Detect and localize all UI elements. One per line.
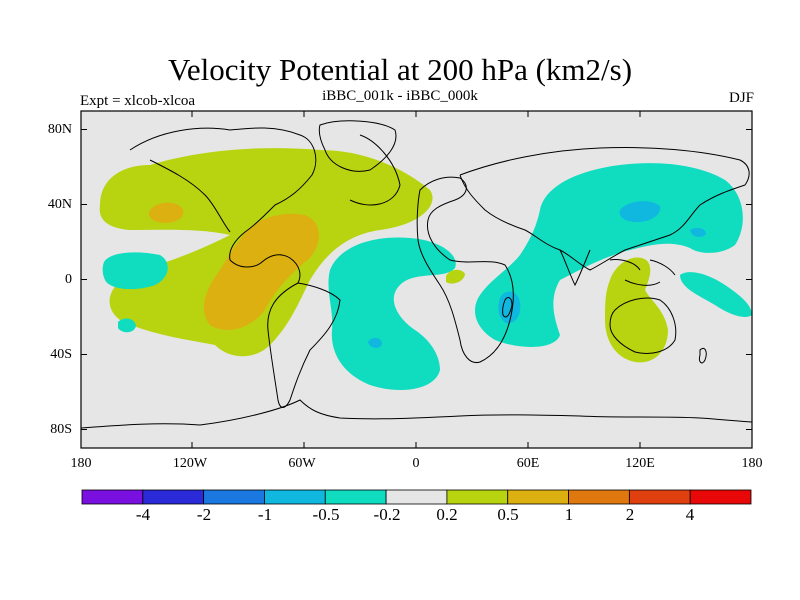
colorbar-label: -4 bbox=[135, 505, 151, 524]
colorbar-label: 0.2 bbox=[436, 505, 458, 524]
contour-negative-epacific bbox=[102, 252, 168, 290]
contour-strong-positive-npacific bbox=[148, 202, 184, 223]
contour-positive-australia bbox=[605, 257, 668, 363]
case-label: iBBC_001k - iBBC_000k bbox=[322, 88, 478, 104]
lat-tick-40n: 40N bbox=[47, 197, 72, 212]
lon-tick-60w: 60W bbox=[288, 456, 316, 471]
contour-negative-eastasia-core bbox=[619, 201, 661, 222]
colorbar-swatch bbox=[628, 489, 691, 505]
colorbar bbox=[81, 489, 752, 505]
colorbar-swatch bbox=[446, 489, 509, 505]
colorbar-swatch bbox=[264, 489, 326, 505]
contour-negative-madagascar-core bbox=[498, 291, 521, 324]
contour-strong-positive-americas bbox=[203, 213, 319, 330]
colorbar-label: 1 bbox=[564, 505, 574, 524]
season-label: DJF bbox=[728, 90, 754, 106]
contour-negative-atlantic bbox=[328, 237, 456, 390]
lon-tick-180w: 180 bbox=[70, 456, 92, 471]
coastlines bbox=[81, 120, 752, 429]
map-title: Velocity Potential at 200 hPa (km2/s) bbox=[167, 52, 633, 87]
colorbar-swatch bbox=[568, 489, 630, 505]
lon-tick-60e: 60E bbox=[516, 456, 540, 471]
colorbar-label: 4 bbox=[685, 505, 695, 524]
contour-negative-wpacific bbox=[680, 272, 752, 317]
colorbar-label: -2 bbox=[196, 505, 212, 524]
contour-positive-atlantic-small bbox=[446, 269, 465, 284]
colorbar-label: -0.5 bbox=[312, 505, 340, 524]
lon-tick-120w: 120W bbox=[172, 456, 208, 471]
contour-negative-spacific bbox=[118, 318, 136, 333]
lat-tick-80s: 80S bbox=[50, 422, 72, 437]
colorbar-swatch bbox=[81, 489, 144, 505]
lat-tick-marks bbox=[81, 129, 752, 430]
colorbar-swatch bbox=[203, 489, 265, 505]
lon-tick-120e: 120E bbox=[625, 456, 655, 471]
lat-tick-80n: 80N bbox=[47, 122, 72, 137]
lon-tick-marks bbox=[80, 111, 753, 448]
lon-tick-180e: 180 bbox=[741, 456, 763, 471]
colorbar-label: -1 bbox=[257, 505, 273, 524]
colorbar-swatch bbox=[324, 489, 387, 505]
lat-tick-40s: 40S bbox=[50, 347, 72, 362]
contour-negative-npacific-core bbox=[690, 227, 706, 238]
colorbar-label: 0.5 bbox=[497, 505, 519, 524]
colorbar-swatch bbox=[689, 489, 752, 505]
colorbar-swatch bbox=[507, 489, 569, 505]
colorbar-label: -0.2 bbox=[373, 505, 401, 524]
lon-tick-0: 0 bbox=[412, 456, 420, 471]
contour-negative-atlantic-core bbox=[368, 338, 382, 348]
contour-negative-asia bbox=[475, 163, 743, 347]
colorbar-label: 2 bbox=[625, 505, 635, 524]
experiment-label: Expt = xlcob-xlcoa bbox=[80, 93, 196, 109]
colorbar-swatch bbox=[142, 489, 205, 505]
contour-fields bbox=[99, 148, 752, 390]
lat-tick-0: 0 bbox=[65, 272, 72, 287]
colorbar-swatch bbox=[385, 489, 448, 505]
